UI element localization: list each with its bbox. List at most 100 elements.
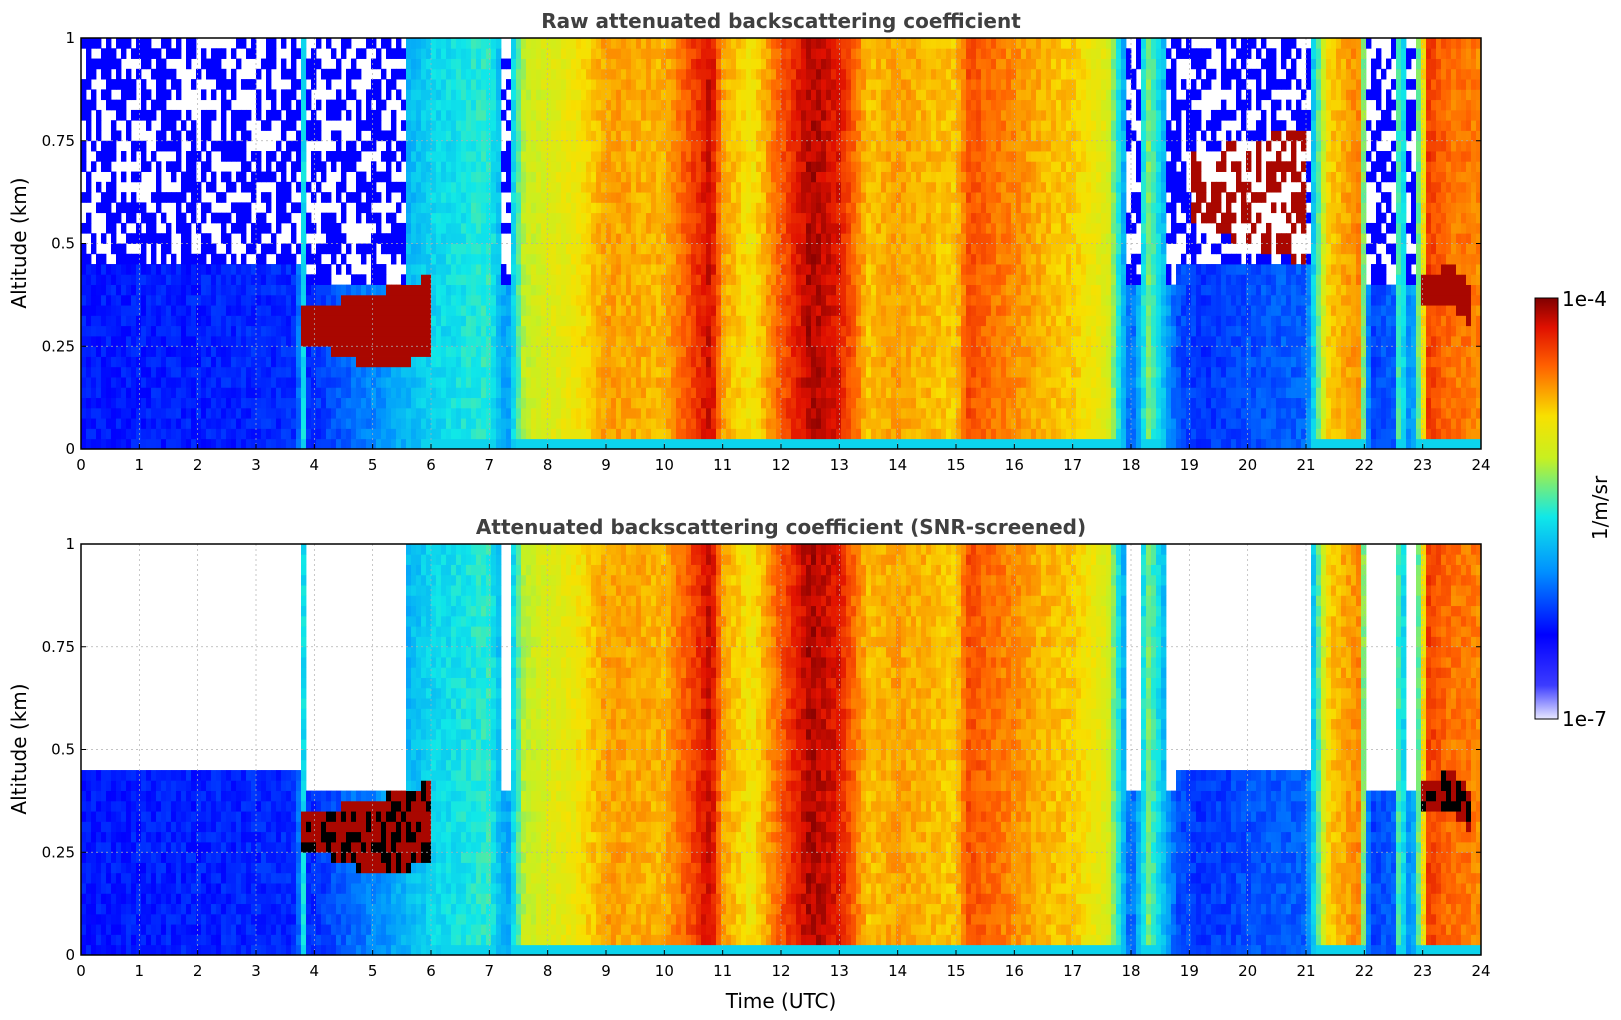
heatmap-cell [511,192,517,203]
heatmap-cell [721,315,727,327]
heatmap-cell [131,366,137,378]
heatmap-cell [121,274,127,285]
heatmap-cell [656,335,662,347]
heatmap-cell [426,181,432,193]
heatmap-cell [291,366,297,378]
heatmap-cell [546,99,552,111]
heatmap-cell [671,397,677,409]
heatmap-cell [311,161,317,172]
heatmap-cell [781,161,787,172]
heatmap-cell [496,192,502,203]
heatmap-cell [276,212,282,224]
heatmap-cell [446,274,452,285]
heatmap-cell [396,140,402,152]
heatmap-cell [191,397,197,409]
heatmap-cell [661,325,667,337]
heatmap-cell [666,356,672,368]
heatmap-cell [191,253,197,265]
heatmap-cell [761,161,767,172]
heatmap-cell [471,253,477,265]
heatmap-cell [641,99,647,111]
heatmap-cell [631,140,637,152]
heatmap-cell [466,294,472,306]
heatmap-cell [571,120,577,131]
heatmap-cell [146,438,152,449]
heatmap-cell [361,253,367,265]
heatmap-cell [431,356,437,368]
heatmap-cell [211,284,217,296]
heatmap-cell [446,151,452,162]
heatmap-cell [141,356,147,368]
heatmap-cell [406,428,412,440]
heatmap-cell [476,48,482,59]
heatmap-cell [511,356,517,368]
heatmap-cell [651,387,657,399]
heatmap-cell [301,68,307,80]
heatmap-cell [381,428,387,440]
heatmap-cell [281,120,287,131]
heatmap-cell [661,346,667,357]
heatmap-cell [101,305,107,316]
heatmap-cell [236,120,242,131]
heatmap-cell [751,161,757,172]
heatmap-cell [561,202,567,214]
heatmap-cell [336,356,342,368]
heatmap-cell [186,233,192,244]
heatmap-cell [701,130,707,142]
heatmap-cell [676,243,682,255]
heatmap-cell [246,181,252,193]
heatmap-cell [581,222,587,234]
heatmap-cell [131,305,137,316]
heatmap-cell [791,212,797,224]
heatmap-cell [506,407,512,419]
heatmap-cell [371,377,377,388]
heatmap-cell [111,335,117,347]
heatmap-cell [126,264,132,275]
heatmap-cell [651,335,657,347]
heatmap-cell [431,202,437,214]
heatmap-cell [541,151,547,162]
heatmap-cell [311,68,317,80]
heatmap-cell [771,181,777,193]
heatmap-cell [646,151,652,162]
heatmap-cell [471,315,477,327]
heatmap-cell [711,335,717,347]
heatmap-cell [161,243,167,255]
heatmap-cell [641,109,647,121]
heatmap-cell [661,58,667,70]
heatmap-cell [461,407,467,419]
heatmap-cell [521,68,527,80]
heatmap-cell [241,356,247,368]
heatmap-cell [421,407,427,419]
heatmap-cell [671,243,677,255]
heatmap-cell [436,264,442,275]
heatmap-cell [181,387,187,399]
heatmap-cell [711,264,717,275]
heatmap-cell [476,377,482,388]
heatmap-cell [331,284,337,296]
heatmap-cell [586,68,592,80]
heatmap-cell [336,438,342,449]
heatmap-cell [691,346,697,357]
heatmap-cell [201,294,207,306]
heatmap-cell [446,212,452,224]
heatmap-cell [256,315,262,327]
heatmap-cell [271,89,277,101]
heatmap-cell [486,387,492,399]
heatmap-cell [331,366,337,378]
heatmap-cell [596,202,602,214]
heatmap-cell [666,305,672,316]
heatmap-cell [466,202,472,214]
heatmap-cell [176,89,182,101]
heatmap-cell [416,438,422,449]
heatmap-cell [331,377,337,388]
heatmap-cell [281,407,287,419]
heatmap-cell [326,233,332,244]
heatmap-cell [351,192,357,203]
heatmap-cell [466,397,472,409]
heatmap-cell [766,253,772,265]
heatmap-cell [566,294,572,306]
heatmap-cell [426,79,432,90]
heatmap-cell [781,120,787,131]
heatmap-cell [201,438,207,449]
